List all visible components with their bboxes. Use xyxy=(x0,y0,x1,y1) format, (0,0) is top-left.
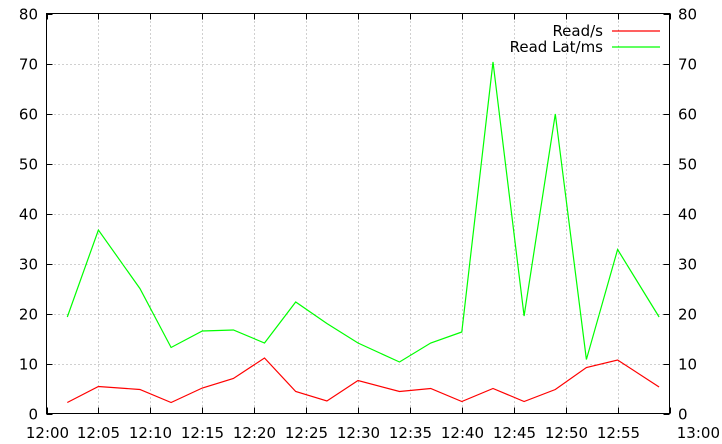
legend-label: Read/s xyxy=(552,22,603,40)
y-tick-label-right: 10 xyxy=(678,356,697,374)
y-tick-label-left: 60 xyxy=(19,106,38,124)
plot-series xyxy=(66,61,660,404)
x-tick-label: 13:00 xyxy=(677,424,720,442)
x-tick-label: 12:30 xyxy=(337,424,380,442)
x-tick-label: 12:45 xyxy=(493,424,536,442)
axis-ticks xyxy=(46,13,671,415)
y-tick-label-right: 80 xyxy=(678,6,697,24)
x-tick-label: 12:55 xyxy=(597,424,640,442)
y-tick-label-right: 60 xyxy=(678,106,697,124)
y-tick-label-left: 10 xyxy=(19,356,38,374)
x-tick-label: 12:35 xyxy=(389,424,432,442)
y-tick-label-right: 50 xyxy=(678,156,697,174)
y-tick-label-right: 30 xyxy=(678,256,697,274)
y-tick-label-left: 30 xyxy=(19,256,38,274)
x-tick-label: 12:25 xyxy=(285,424,328,442)
x-axis-labels: 12:00 12:05 12:10 12:15 12:20 12:25 12:30 12:35… xyxy=(26,424,720,442)
y-tick-label-left: 20 xyxy=(19,306,38,324)
y-tick-label-right: 20 xyxy=(678,306,697,324)
series-line-1 xyxy=(66,61,660,363)
series-line-0 xyxy=(67,357,660,404)
y-tick-label-right: 70 xyxy=(678,56,697,74)
y-tick-label-left: 70 xyxy=(19,56,38,74)
x-tick-label: 12:20 xyxy=(233,424,276,442)
legend-label: Read Lat/ms xyxy=(510,38,604,56)
y-axis-left-labels: 0 10 20 30 40 50 60 70 80 xyxy=(19,6,38,424)
x-tick-label: 12:05 xyxy=(77,424,120,442)
x-tick-label: 12:40 xyxy=(441,424,484,442)
grid xyxy=(46,13,670,414)
x-tick-label: 12:50 xyxy=(545,424,588,442)
y-tick-label-left: 0 xyxy=(28,406,38,424)
x-tick-label: 12:15 xyxy=(181,424,224,442)
y-tick-label-right: 40 xyxy=(678,206,697,224)
y-axis-right-labels: 0 10 20 30 40 50 60 70 80 xyxy=(678,6,697,424)
y-tick-label-left: 40 xyxy=(19,206,38,224)
x-tick-label: 12:00 xyxy=(26,424,69,442)
y-tick-label-right: 0 xyxy=(678,406,688,424)
y-tick-label-left: 50 xyxy=(19,156,38,174)
x-tick-label: 12:10 xyxy=(129,424,172,442)
y-tick-label-left: 80 xyxy=(19,6,38,24)
